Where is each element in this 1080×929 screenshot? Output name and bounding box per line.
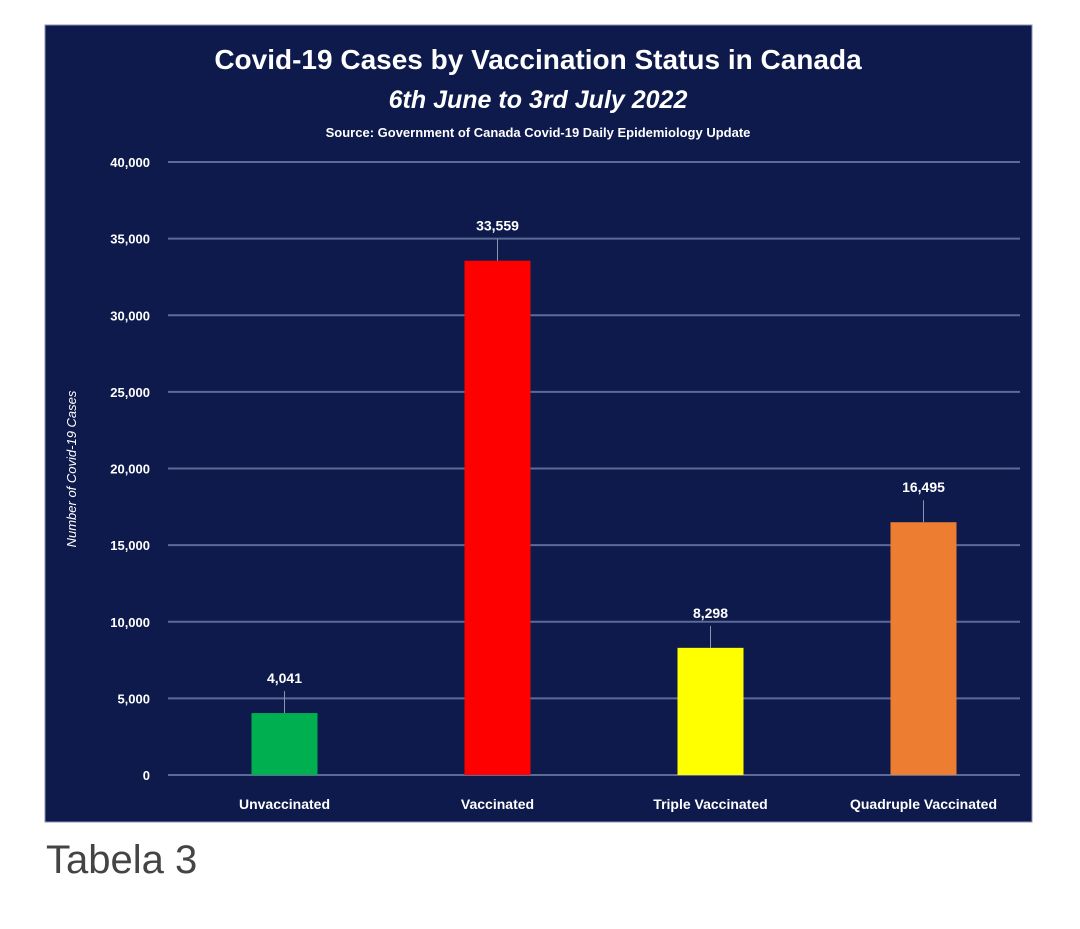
y-tick-label: 20,000 bbox=[110, 462, 150, 477]
data-label: 8,298 bbox=[693, 605, 728, 621]
y-tick-label: 10,000 bbox=[110, 615, 150, 630]
bar-triple-vaccinated bbox=[677, 647, 744, 775]
data-label: 4,041 bbox=[267, 670, 302, 686]
x-tick-label: Unvaccinated bbox=[239, 796, 330, 812]
chart-title: Covid-19 Cases by Vaccination Status in … bbox=[214, 44, 862, 75]
x-tick-label: Triple Vaccinated bbox=[653, 796, 767, 812]
figure-caption: Tabela 3 bbox=[46, 838, 198, 882]
bar-quadruple-vaccinated bbox=[890, 522, 957, 775]
y-tick-label: 25,000 bbox=[110, 385, 150, 400]
x-tick-label: Quadruple Vaccinated bbox=[850, 796, 997, 812]
bar-vaccinated bbox=[464, 260, 531, 775]
chart-subtitle: 6th June to 3rd July 2022 bbox=[389, 86, 688, 114]
y-tick-label: 30,000 bbox=[110, 308, 150, 323]
data-label: 16,495 bbox=[902, 479, 945, 495]
data-label: 33,559 bbox=[476, 218, 519, 234]
chart-background bbox=[44, 24, 1033, 823]
y-tick-label: 0 bbox=[143, 768, 150, 783]
x-tick-label: Vaccinated bbox=[461, 796, 534, 812]
y-tick-label: 15,000 bbox=[110, 538, 150, 553]
y-tick-label: 5,000 bbox=[117, 691, 150, 706]
chart-source: Source: Government of Canada Covid-19 Da… bbox=[326, 125, 751, 140]
y-axis-label: Number of Covid-19 Cases bbox=[64, 390, 79, 547]
y-tick-label: 35,000 bbox=[110, 232, 150, 247]
bar-unvaccinated bbox=[251, 713, 318, 775]
y-tick-label: 40,000 bbox=[110, 155, 150, 170]
